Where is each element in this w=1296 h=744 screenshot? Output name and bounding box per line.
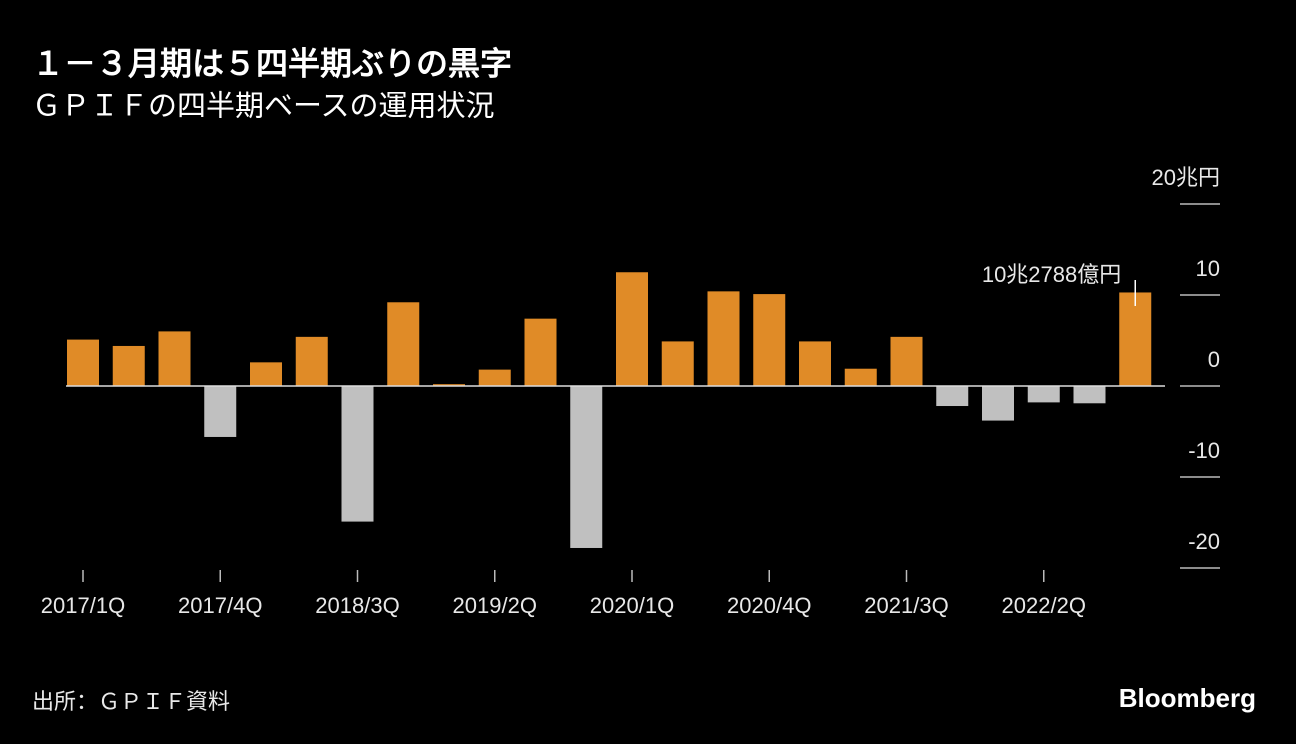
bar	[936, 386, 969, 407]
x-tick-label: 2021/3Q	[864, 593, 948, 618]
chart-title: １－３月期は５四半期ぶりの黒字	[32, 45, 512, 81]
bar	[1073, 386, 1106, 404]
bar	[433, 384, 465, 386]
x-tick-label: 2017/1Q	[41, 593, 125, 618]
x-tick-label: 2017/4Q	[178, 593, 262, 618]
x-tick-label: 2020/1Q	[590, 593, 674, 618]
bar	[890, 336, 923, 386]
bar	[1119, 292, 1152, 386]
bar	[707, 291, 740, 386]
brand: Bloomberg	[1119, 683, 1256, 713]
bar	[982, 386, 1014, 421]
source: 出所：ＧＰＩＦ資料	[32, 689, 230, 714]
x-tick-label: 2020/4Q	[727, 593, 811, 618]
bar	[387, 302, 420, 386]
bar	[341, 386, 374, 522]
bar	[753, 294, 786, 386]
annotation: 10兆2788億円	[982, 262, 1121, 287]
y-tick-label: 20兆円	[1152, 165, 1220, 190]
bar	[844, 368, 877, 386]
bar	[524, 318, 557, 386]
bar	[1027, 386, 1060, 403]
x-tick-label: 2022/2Q	[1002, 593, 1086, 618]
y-tick-label: 10	[1196, 256, 1220, 281]
bar	[67, 339, 99, 386]
bar	[158, 331, 191, 386]
x-tick-label: 2018/3Q	[315, 593, 399, 618]
chart-subtitle: ＧＰＩＦの四半期ベースの運用状況	[32, 90, 495, 123]
bar	[204, 386, 237, 437]
y-tick-label: -10	[1188, 438, 1220, 463]
bar	[616, 272, 648, 386]
bar	[478, 369, 511, 386]
bar	[250, 362, 282, 386]
bar	[570, 386, 603, 548]
bar	[112, 345, 145, 386]
y-tick-label: 0	[1208, 347, 1220, 372]
x-tick-label: 2019/2Q	[453, 593, 537, 618]
bar	[799, 341, 831, 386]
bar	[295, 336, 328, 386]
y-tick-label: -20	[1188, 529, 1220, 554]
bar	[661, 341, 694, 386]
